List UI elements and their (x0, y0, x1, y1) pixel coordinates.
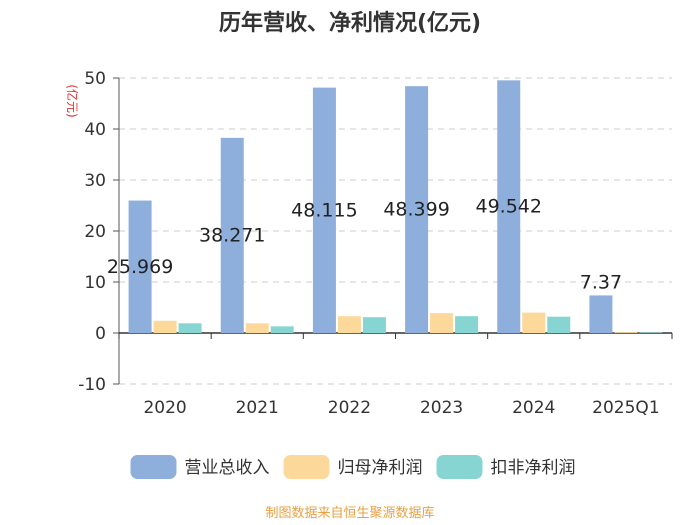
y-axis-unit-label: (亿元) (65, 84, 80, 117)
x-tick-label-2022: 2022 (328, 398, 371, 418)
bar-1-2022 (312, 87, 336, 334)
x-tick-label-2020: 2020 (143, 398, 186, 418)
legend-label-2: 归母净利润 (338, 458, 423, 478)
bar-2-2021 (245, 323, 269, 333)
y-tick-label-20: 20 (84, 222, 106, 242)
bar-1-2021 (220, 137, 244, 333)
data-label-2021: 38.271 (199, 224, 265, 246)
bar-3-2025Q1 (639, 332, 663, 333)
legend-swatch-1 (130, 455, 177, 479)
bar-1-2020 (128, 200, 152, 333)
y-tick-label-40: 40 (84, 120, 106, 140)
y-tick-label-10: 10 (84, 273, 106, 293)
legend-item-2[interactable]: 归母净利润 (283, 455, 423, 479)
bar-2-2024 (522, 312, 546, 333)
bar-2-2022 (337, 316, 361, 333)
source-note: 制图数据来自恒生聚源数据库 (265, 505, 434, 521)
data-label-2024: 49.542 (476, 196, 542, 218)
legend-swatch-2 (283, 455, 330, 479)
legend-swatch-3 (436, 455, 483, 479)
axes: -10 0 10 20 30 40 50 2020 2021 2022 2023 2024 2025Q1 (78, 69, 673, 418)
y-tick-label--10: -10 (78, 375, 106, 395)
legend-item-1[interactable]: 营业总收入 (130, 455, 270, 479)
bar-3-2024 (547, 316, 571, 333)
bar-2-2023 (430, 313, 454, 333)
legend[interactable]: 营业总收入 归母净利润 扣非净利润 (130, 455, 576, 479)
bar-1-2024 (497, 80, 521, 333)
data-label-2025Q1: 7.37 (580, 271, 622, 293)
chart-title: 历年营收、净利情况(亿元) (219, 10, 481, 36)
bar-3-2022 (362, 317, 386, 333)
bar-2-2025Q1 (614, 332, 638, 333)
bar-3-2020 (178, 323, 202, 333)
bar-2-2020 (153, 320, 177, 333)
grid-lines (119, 77, 672, 385)
x-tick-label-2021: 2021 (236, 398, 279, 418)
x-tick-label-2025Q1: 2025Q1 (592, 398, 659, 418)
legend-label-1: 营业总收入 (185, 458, 270, 478)
y-tick-label-30: 30 (84, 171, 106, 191)
bar-3-2023 (455, 316, 479, 333)
legend-label-3: 扣非净利润 (491, 458, 576, 478)
bar-3-2021 (270, 326, 294, 333)
data-labels: 25.969 38.271 48.115 48.399 49.542 7.37 (107, 196, 622, 294)
y-tick-label-0: 0 (95, 324, 106, 344)
data-label-2022: 48.115 (291, 199, 357, 221)
legend-item-3[interactable]: 扣非净利润 (436, 455, 576, 479)
bar-1-2023 (405, 86, 429, 333)
data-label-2020: 25.969 (107, 256, 173, 278)
bar-1-2025Q1 (589, 295, 613, 333)
x-tick-label-2024: 2024 (512, 398, 555, 418)
data-label-2023: 48.399 (383, 199, 449, 221)
x-tick-label-2023: 2023 (420, 398, 463, 418)
bars (128, 80, 663, 334)
y-tick-label-50: 50 (84, 69, 106, 89)
